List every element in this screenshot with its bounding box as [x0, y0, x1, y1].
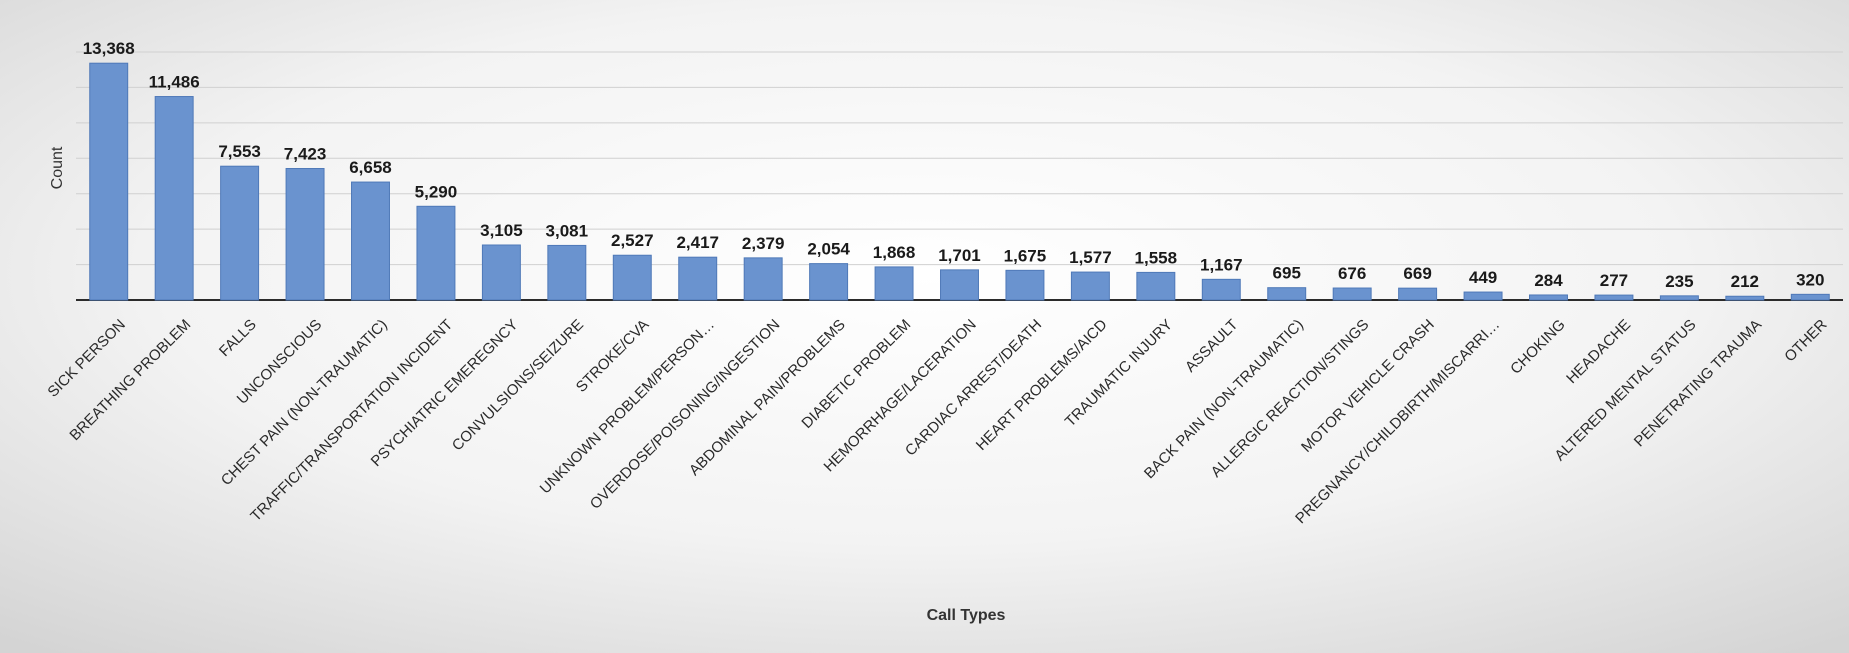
bar: [743, 257, 783, 301]
data-label: 212: [1731, 272, 1759, 291]
bar: [89, 62, 129, 301]
bar: [678, 256, 718, 301]
data-label: 449: [1469, 268, 1497, 287]
data-label: 284: [1534, 271, 1563, 290]
data-label: 235: [1665, 272, 1693, 291]
bar: [1398, 287, 1438, 301]
data-label: 13,368: [83, 39, 135, 58]
bar: [874, 266, 914, 301]
bar: [1267, 287, 1307, 301]
bar: [1725, 295, 1765, 301]
data-label: 6,658: [349, 158, 392, 177]
bar: [1790, 293, 1830, 301]
data-label: 320: [1796, 270, 1824, 289]
bar: [220, 165, 260, 301]
data-label: 2,054: [807, 240, 850, 259]
data-label: 5,290: [415, 182, 458, 201]
data-label: 1,558: [1135, 248, 1178, 267]
data-label: 3,081: [546, 221, 589, 240]
data-label: 695: [1273, 264, 1301, 283]
bar: [1332, 287, 1372, 301]
bar: [547, 244, 587, 301]
data-label: 1,167: [1200, 255, 1243, 274]
bar: [416, 205, 456, 301]
data-label: 669: [1403, 264, 1431, 283]
bar: [1594, 294, 1634, 301]
data-label: 2,527: [611, 231, 654, 250]
bar: [481, 244, 521, 301]
data-label: 277: [1600, 271, 1628, 290]
bar: [1005, 269, 1045, 301]
data-label: 11,486: [149, 73, 200, 92]
x-axis-title: Call Types: [927, 607, 1006, 624]
bar: [351, 181, 390, 301]
bar: [940, 269, 979, 301]
data-label: 7,553: [218, 142, 261, 161]
data-label: 3,105: [480, 221, 523, 240]
data-label: 1,577: [1069, 248, 1112, 267]
bar: [1659, 295, 1699, 301]
data-label: 1,675: [1004, 246, 1047, 265]
bar: [1136, 271, 1176, 301]
bar: [285, 168, 325, 301]
bar: [809, 263, 849, 301]
data-labels: 13,368 11,486 7,553 7,423 6,658 5,290 3,105 3,0…: [83, 39, 1825, 291]
bar: [154, 96, 194, 301]
data-label: 676: [1338, 264, 1366, 283]
bar: [1201, 278, 1241, 301]
data-label: 1,868: [873, 243, 916, 262]
bar: [612, 254, 652, 301]
bar: [1463, 291, 1503, 301]
data-label: 2,379: [742, 234, 785, 253]
bar: [1070, 271, 1110, 301]
bars: [89, 62, 1830, 301]
data-label: 1,701: [938, 246, 981, 265]
data-label: 2,417: [676, 233, 719, 252]
bar: [1529, 294, 1568, 301]
y-axis-title: Count: [49, 146, 66, 189]
data-label: 7,423: [284, 145, 327, 164]
